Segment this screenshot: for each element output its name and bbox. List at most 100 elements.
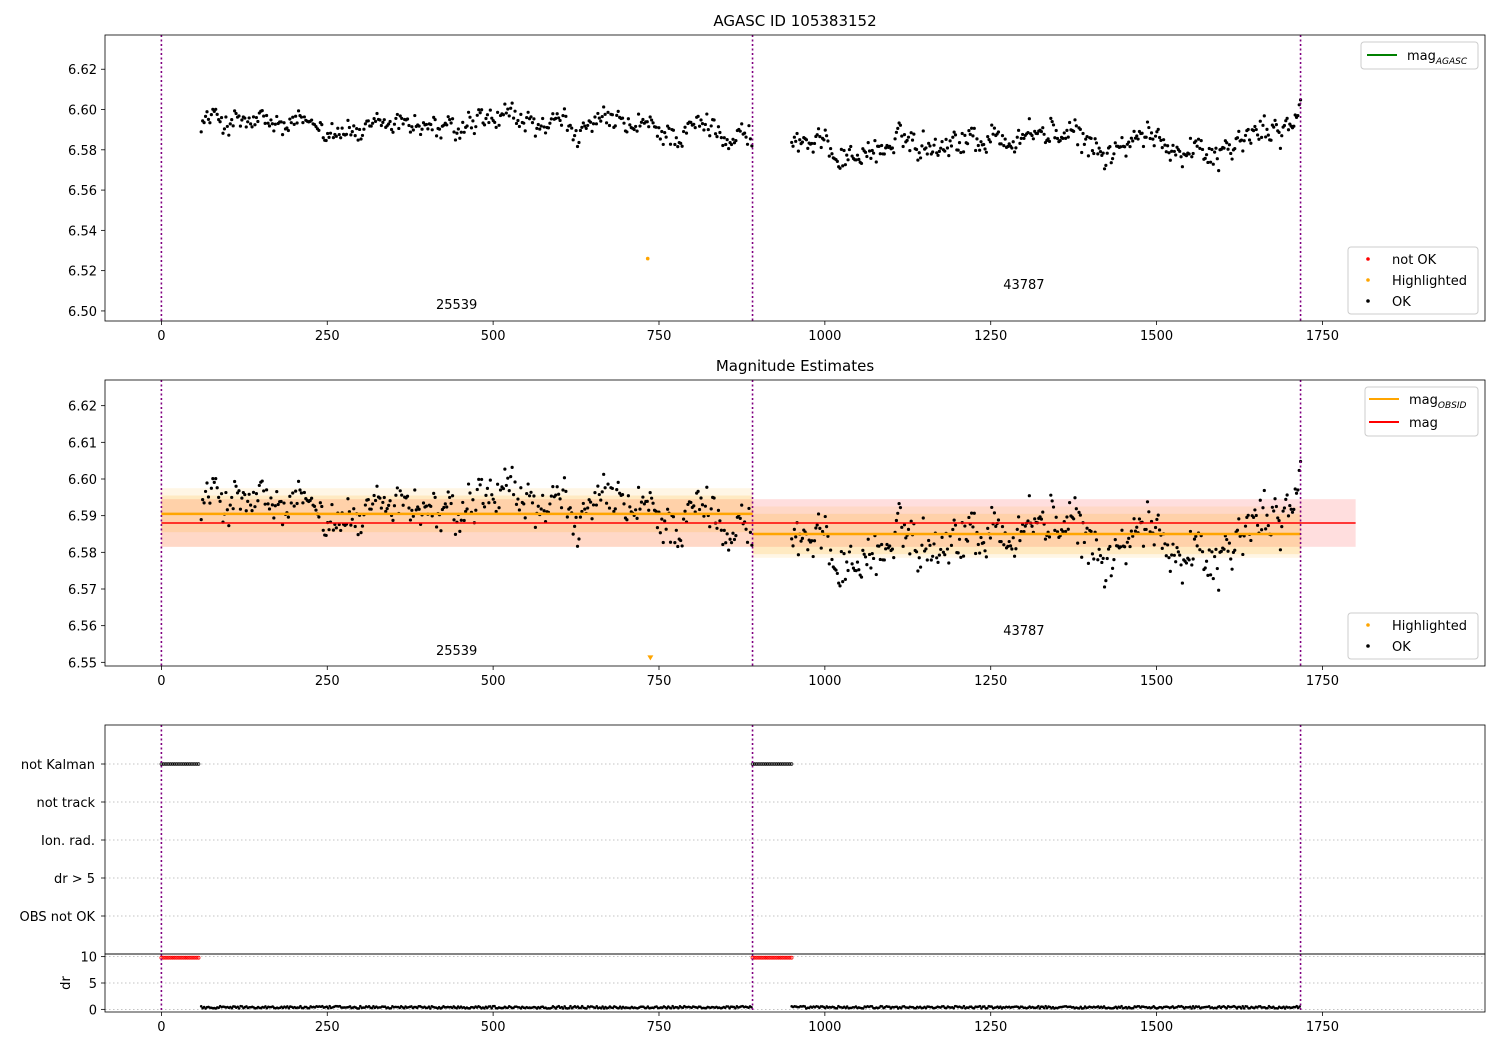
data-point-ok xyxy=(684,131,689,135)
data-point-ok xyxy=(1046,137,1050,141)
flag-point xyxy=(194,762,199,766)
data-point-ok xyxy=(901,544,905,548)
data-point-ok xyxy=(1016,128,1021,132)
data-point-ok xyxy=(429,122,433,127)
data-point-ok xyxy=(426,127,430,131)
data-point-ok xyxy=(719,136,723,140)
data-point-ok xyxy=(458,529,462,533)
x-tick-label: 1000 xyxy=(808,674,841,689)
dr-point xyxy=(357,1007,361,1010)
data-point-ok xyxy=(607,123,612,128)
data-point-ok xyxy=(536,504,540,508)
data-point-ok xyxy=(648,491,652,495)
data-point-ok xyxy=(596,111,600,116)
data-point-ok xyxy=(1195,144,1199,148)
data-point-ok xyxy=(203,489,208,494)
data-point-ok xyxy=(493,500,497,505)
data-point-ok xyxy=(1249,538,1253,543)
data-point-ok xyxy=(240,118,244,122)
data-point-ok xyxy=(530,501,535,505)
legend-not-ok-marker xyxy=(1366,257,1370,261)
data-point-ok xyxy=(1233,548,1237,552)
data-point-ok xyxy=(622,121,626,125)
data-point-ok xyxy=(379,506,383,510)
x-tick-label: 1000 xyxy=(808,329,841,344)
data-point-ok xyxy=(1101,151,1105,155)
data-point-ok xyxy=(1280,134,1284,138)
data-point-ok xyxy=(835,159,839,163)
data-point-ok xyxy=(285,126,289,130)
data-point-ok xyxy=(362,127,366,131)
data-point-ok xyxy=(1039,517,1044,521)
data-point-ok xyxy=(982,540,986,545)
data-point-ok xyxy=(1110,566,1115,570)
data-point-ok xyxy=(360,133,365,138)
data-point-ok xyxy=(529,115,533,119)
data-point-ok xyxy=(1000,524,1005,529)
data-point-ok xyxy=(961,554,966,558)
data-point-ok xyxy=(1041,510,1045,514)
data-point-ok xyxy=(680,144,684,148)
data-point-ok xyxy=(384,509,388,514)
data-point-ok xyxy=(407,123,411,128)
data-point-ok xyxy=(401,503,405,507)
data-point-ok xyxy=(394,493,398,497)
data-point-ok xyxy=(205,110,209,114)
data-point-ok xyxy=(413,113,417,118)
data-point-ok xyxy=(949,543,954,547)
data-point-ok xyxy=(705,112,709,116)
dr-capped-point xyxy=(165,955,169,960)
data-point-ok xyxy=(442,505,446,510)
dr-capped-point xyxy=(196,955,201,960)
data-point-ok xyxy=(1171,542,1175,546)
data-point-ok xyxy=(346,497,350,501)
y-tick-label: 6.61 xyxy=(68,436,97,451)
data-point-ok xyxy=(970,126,974,130)
data-point-ok xyxy=(681,517,686,521)
data-point-ok xyxy=(484,493,488,497)
data-point-ok xyxy=(254,492,259,496)
data-point-ok xyxy=(231,507,235,511)
data-point-ok xyxy=(355,126,359,131)
dr-point xyxy=(237,1007,241,1010)
data-point-ok xyxy=(461,500,465,505)
data-point-ok xyxy=(1108,544,1112,549)
data-point-ok xyxy=(334,526,338,530)
data-point-ok xyxy=(1225,141,1229,145)
data-point-ok xyxy=(1192,537,1197,541)
data-point-ok xyxy=(812,141,817,146)
data-point-ok xyxy=(224,490,228,495)
data-point-ok xyxy=(712,496,716,500)
data-point-ok xyxy=(745,142,750,146)
data-point-ok xyxy=(1243,133,1248,138)
data-point-ok xyxy=(1219,549,1223,553)
dr-capped-point xyxy=(758,955,762,960)
data-point-ok xyxy=(1089,136,1093,140)
dr-point xyxy=(286,1005,289,1008)
data-point-ok xyxy=(251,115,256,119)
data-point-ok xyxy=(339,528,343,533)
data-point-ok xyxy=(648,115,652,119)
data-point-ok xyxy=(945,146,950,150)
data-point-ok xyxy=(546,126,551,130)
data-point-ok xyxy=(571,138,575,142)
obsid-annotation: 25539 xyxy=(436,298,477,313)
data-point-ok xyxy=(932,542,936,546)
data-point-ok xyxy=(286,515,290,519)
data-point-ok xyxy=(1242,139,1246,143)
data-point-ok xyxy=(1063,529,1068,534)
data-point-ok xyxy=(1184,561,1189,565)
data-point-ok xyxy=(800,536,805,540)
uncertainty-band xyxy=(161,488,753,547)
data-point-ok xyxy=(1054,515,1058,519)
data-point-ok xyxy=(275,114,279,119)
panel-agasc: AGASC ID 105383152 25539 43787 0 250 500 750 10… xyxy=(68,12,1486,344)
data-point-ok xyxy=(1147,125,1151,130)
data-point-ok xyxy=(613,507,617,511)
data-point-ok xyxy=(590,517,594,521)
data-point-ok xyxy=(979,140,983,144)
data-point-ok xyxy=(327,528,331,532)
data-point-ok xyxy=(635,129,639,133)
data-point-ok xyxy=(388,119,392,124)
data-point-ok xyxy=(1188,529,1193,534)
